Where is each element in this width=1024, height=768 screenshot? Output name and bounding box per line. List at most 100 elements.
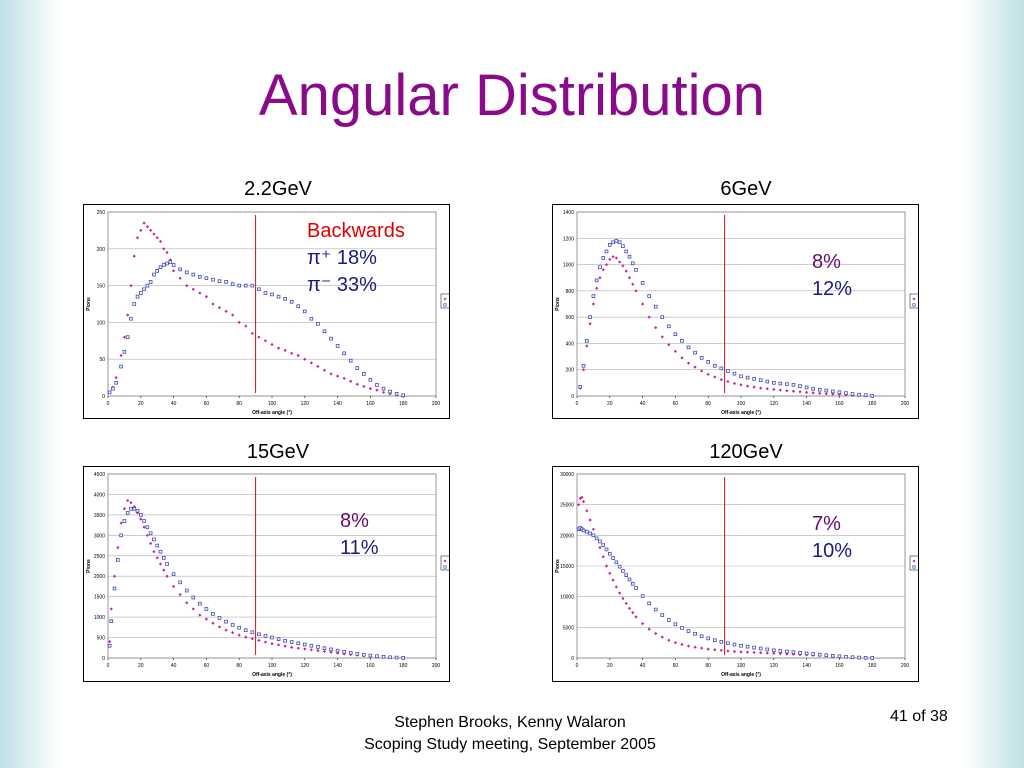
piplus-point [706,647,710,651]
piplus-point [631,611,635,615]
piplus-point [114,376,118,380]
piminus-point [270,292,274,297]
y-tick-label: 0 [102,394,105,400]
x-tick-label: 100 [268,401,277,407]
piminus-point [598,265,602,269]
legend-piplus-marker [912,559,916,563]
piplus-point [263,339,268,343]
piplus-point [270,342,274,347]
y-tick-label: 15000 [560,564,574,570]
chart-panel-2-2gev: 0 50 100 150 200 250 0 20 40 60 80 100 120 140 160 180 2… [83,204,450,419]
piplus-point [122,335,126,339]
x-tick-label: 60 [204,401,210,407]
annotation-120gev: 7% 10% [812,511,852,565]
y-tick-label: 20000 [560,533,574,539]
x-tick-label: 180 [868,663,877,669]
piminus-point [230,282,235,286]
piminus-point [394,391,399,396]
piplus-point [139,517,143,521]
x-tick-label: 180 [399,401,408,407]
x-tick-label: 140 [802,401,811,407]
piplus-point [811,391,815,395]
piplus-point [217,306,222,310]
piminus-point [230,623,235,627]
annotation-15gev: 8% 11% [340,508,379,562]
piplus-point [178,276,182,280]
piplus-point [791,389,796,393]
piplus-point [109,607,113,611]
piplus-point [785,389,789,393]
piplus-point [591,527,595,531]
piplus-point [611,578,615,582]
piplus-point [263,640,268,644]
piplus-point [693,645,697,649]
piplus-point [244,324,248,328]
piminus-point [184,270,189,275]
x-tick-label: 60 [673,401,679,407]
y-tick-label: 100 [97,320,106,326]
piminus-point [699,634,704,639]
piminus-point [368,378,373,382]
piplus-point [745,650,750,654]
piplus-point [139,228,143,232]
piminus-point [591,294,596,298]
piminus-point [329,647,333,652]
piplus-point [837,392,841,397]
piminus-point [243,283,248,288]
piplus-point [135,236,140,240]
piplus-point [700,646,704,650]
x-tick-label: 80 [705,401,711,407]
y-tick-label: 10000 [560,595,574,601]
piminus-point [375,383,379,387]
legend-piplus-marker [443,559,447,563]
piplus-point [296,646,300,650]
piminus-point [588,531,592,536]
piplus-point [355,382,359,386]
piminus-point [791,650,796,654]
y-tick-label: 3500 [94,513,105,519]
piplus-point [614,585,618,589]
piminus-point [191,272,196,277]
piplus-point [116,546,120,550]
piplus-point [624,269,628,273]
piplus-point [155,556,159,560]
chart-svg: 0 50 100 150 200 250 0 20 40 60 80 100 120 140 160 180 2… [86,210,449,416]
piplus-point [349,379,353,383]
piplus-point [342,376,346,380]
piminus-point [276,294,281,299]
piminus-point [699,356,704,360]
piminus-point [752,377,756,381]
plot-area [107,211,437,397]
piminus-point [161,556,166,560]
piplus-point [772,387,776,392]
piminus-point [785,382,789,386]
piminus-point [640,281,645,285]
piminus-point [204,607,209,611]
piminus-point [132,506,137,511]
piminus-point [316,322,320,326]
piminus-point [758,378,763,383]
piplus-point [250,637,254,641]
piminus-point [362,372,366,376]
piminus-point [653,607,658,612]
piminus-point [171,572,176,576]
piplus-percent: π⁺ 18% [307,247,377,269]
y-tick-label: 30000 [560,472,574,478]
x-tick-label: 100 [737,401,746,407]
backwards-label: Backwards [307,220,405,242]
piplus-point [322,368,327,372]
piplus-point [142,525,146,529]
piminus-point [165,261,169,266]
piplus-point [162,247,166,251]
piplus-percent: 7% [812,513,841,535]
piplus-point [155,236,159,240]
piminus-point [667,618,671,622]
piminus-point [362,652,366,657]
piplus-point [231,313,235,317]
piminus-point [798,650,802,655]
piplus-point [322,649,327,654]
piminus-percent: π⁻ 33% [307,274,377,296]
piminus-point [844,391,848,395]
piminus-point [198,601,202,606]
